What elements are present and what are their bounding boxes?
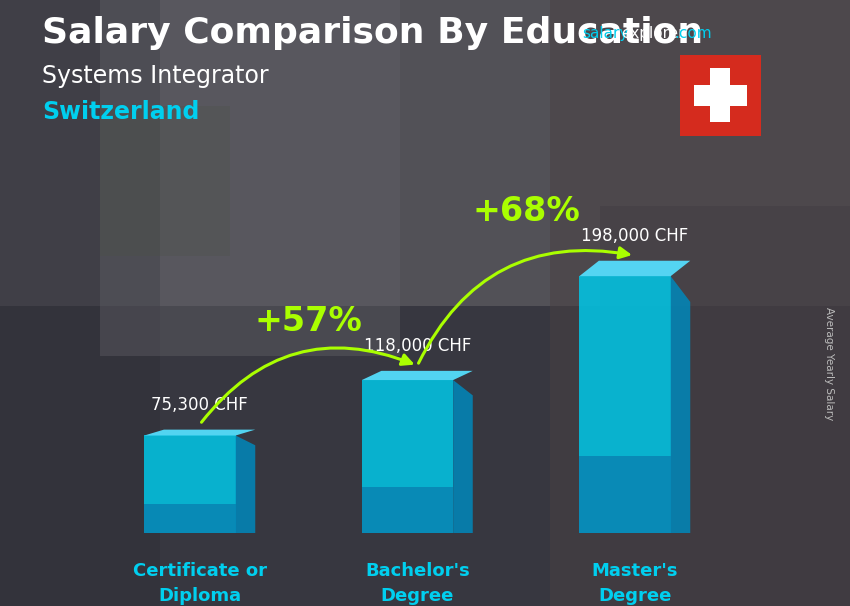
Polygon shape (362, 380, 453, 487)
Text: Average Yearly Salary: Average Yearly Salary (824, 307, 834, 420)
Polygon shape (453, 380, 473, 533)
Text: explorer: explorer (621, 26, 685, 41)
Polygon shape (235, 436, 255, 533)
Bar (600, 206, 850, 606)
Bar (0, 0, 160, 606)
Text: +57%: +57% (255, 305, 362, 338)
Text: Salary Comparison By Education: Salary Comparison By Education (42, 16, 704, 50)
Text: Bachelor's
Degree: Bachelor's Degree (365, 562, 470, 605)
Bar (100, 0, 400, 356)
Text: .com: .com (674, 26, 711, 41)
Bar (0, 306, 850, 606)
Polygon shape (580, 456, 671, 533)
Text: 75,300 CHF: 75,300 CHF (151, 396, 248, 414)
Bar (694, 85, 747, 105)
Polygon shape (362, 371, 473, 380)
Bar (711, 68, 730, 122)
Text: Switzerland: Switzerland (42, 100, 200, 124)
Text: +68%: +68% (472, 195, 580, 228)
Polygon shape (671, 276, 690, 533)
Text: Master's
Degree: Master's Degree (592, 562, 678, 605)
Text: 118,000 CHF: 118,000 CHF (364, 338, 471, 355)
Bar (100, 106, 230, 256)
Polygon shape (580, 261, 690, 276)
Polygon shape (144, 504, 235, 533)
Text: Certificate or
Diploma: Certificate or Diploma (133, 562, 267, 605)
Text: Systems Integrator: Systems Integrator (42, 64, 269, 88)
Text: 198,000 CHF: 198,000 CHF (581, 227, 689, 245)
Bar (550, 0, 850, 606)
Polygon shape (144, 436, 235, 504)
Bar (0, 0, 850, 306)
Polygon shape (362, 487, 453, 533)
Polygon shape (144, 430, 255, 436)
Text: salary: salary (582, 26, 629, 41)
Polygon shape (580, 276, 671, 456)
